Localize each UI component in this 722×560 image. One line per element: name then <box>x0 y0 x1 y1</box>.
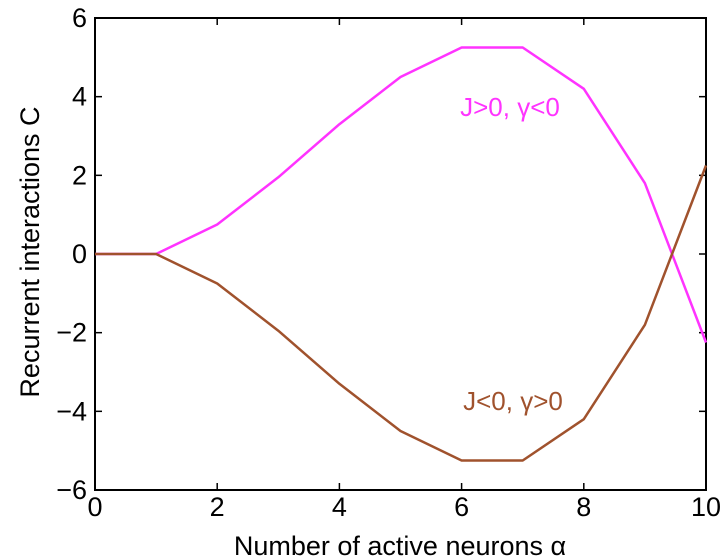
x-tick-label: 2 <box>210 492 225 522</box>
series-lines <box>95 46 708 462</box>
y-tick-label: 2 <box>72 160 87 190</box>
y-tick-label: 0 <box>72 239 87 269</box>
y-tick-label: −6 <box>56 475 87 505</box>
series-label-pink: J>0, γ<0 <box>460 92 560 122</box>
x-tick-label: 4 <box>332 492 347 522</box>
ticks: 0 2 4 6 8 10 6 4 2 0 −2 −4 −6 <box>56 3 721 522</box>
series-label-brown: J<0, γ>0 <box>463 386 563 416</box>
y-tick-label: −4 <box>56 396 87 426</box>
x-tick-label: 0 <box>87 492 102 522</box>
y-tick-label: 6 <box>72 3 87 33</box>
y-axis-label: Recurrent interactions C <box>15 106 45 397</box>
x-axis-label: Number of active neurons α <box>234 531 566 560</box>
y-tick-label: −2 <box>56 318 87 348</box>
x-tick-label: 10 <box>691 492 721 522</box>
plot-frame <box>94 17 707 491</box>
x-tick-label: 8 <box>576 492 591 522</box>
x-tick-label: 6 <box>454 492 469 522</box>
series-line-brown <box>95 165 708 462</box>
y-tick-label: 4 <box>72 82 87 112</box>
series-line-pink <box>95 46 708 343</box>
